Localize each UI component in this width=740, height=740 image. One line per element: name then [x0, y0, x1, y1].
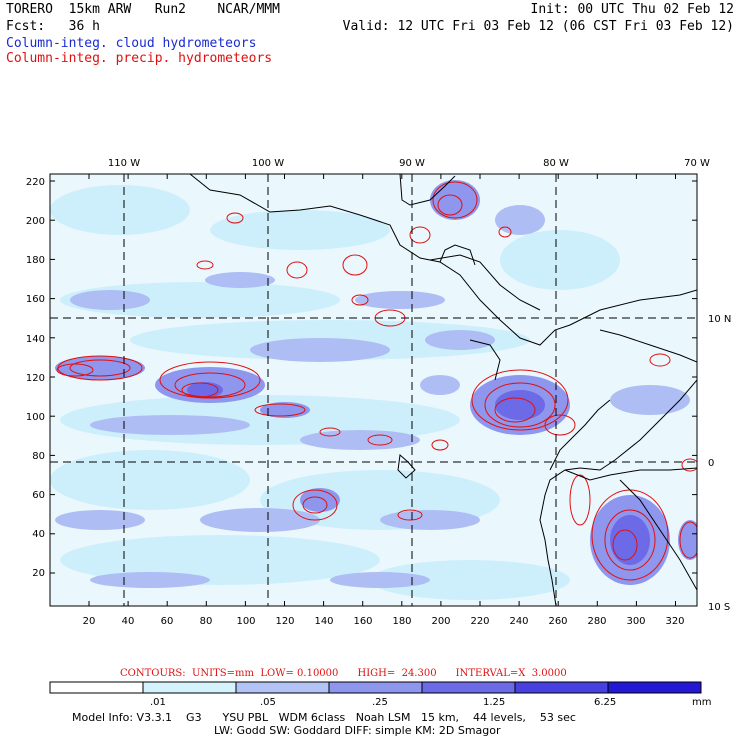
colorbar-swatch [607, 681, 702, 694]
y-tick-label: 160 [26, 294, 45, 305]
axis-ticks [50, 174, 697, 606]
colorbar-swatch [235, 681, 330, 694]
y-tick-label: 220 [26, 177, 45, 188]
left-axis-labels: 220 200 180 160 140 120 100 80 60 40 20 [26, 177, 45, 579]
field-precip-label: Column-integ. precip. hydrometeors [6, 51, 273, 66]
contour-high: HIGH= 24.300 [357, 668, 437, 679]
colorbar-swatch [142, 681, 237, 694]
cloud-field-medium [55, 205, 690, 588]
x-tick-label: 300 [626, 616, 645, 627]
field-cloud-label: Column-integ. cloud hydrometeors [6, 36, 257, 51]
y-tick-label: 200 [26, 216, 45, 227]
forecast-hour: Fcst: 36 h [6, 19, 100, 34]
x-tick-label: 220 [470, 616, 489, 627]
contour-low: LOW= 0.10000 [260, 668, 339, 679]
x-tick-label: 100 [236, 616, 255, 627]
x-tick-label: 120 [275, 616, 294, 627]
top-lon-labels: 110 W 100 W 90 W 80 W 70 W [108, 158, 710, 169]
x-tick-label: 40 [122, 616, 135, 627]
colorbar-swatch [49, 681, 144, 694]
colorbar-units: mm [692, 697, 712, 708]
y-tick-label: 100 [26, 412, 45, 423]
colorbar-swatch [421, 681, 516, 694]
x-tick-label: 80 [200, 616, 213, 627]
plot-frame [49, 173, 698, 607]
valid-time: Valid: 12 UTC Fri 03 Feb 12 (06 CST Fri … [342, 19, 734, 34]
y-tick-label: 20 [32, 568, 45, 579]
y-tick-label: 40 [32, 529, 45, 540]
lon-label: 90 W [399, 158, 425, 169]
y-tick-label: 140 [26, 334, 45, 345]
hydrometeor-fields [50, 174, 697, 606]
physics-info: LW: Godd SW: Goddard DIFF: simple KM: 2D… [214, 724, 501, 737]
y-tick-label: 180 [26, 255, 45, 266]
bottom-axis-labels: 20 40 60 80 100 120 140 160 180 200 220 … [83, 616, 685, 627]
contour-info: CONTOURS: UNITS=mm LOW= 0.10000 HIGH= 24… [120, 668, 567, 679]
y-tick-label: 120 [26, 373, 45, 384]
x-tick-label: 240 [509, 616, 528, 627]
x-tick-label: 260 [548, 616, 567, 627]
colorbar-label: .25 [372, 697, 388, 708]
x-tick-label: 320 [665, 616, 684, 627]
precip-contours [56, 181, 697, 581]
colorbar-swatch [328, 681, 423, 694]
lon-label: 80 W [543, 158, 569, 169]
y-tick-label: 60 [32, 490, 45, 501]
contour-interval: INTERVAL=X 3.0000 [455, 668, 567, 679]
x-tick-label: 160 [353, 616, 372, 627]
x-tick-label: 140 [314, 616, 333, 627]
x-tick-label: 180 [392, 616, 411, 627]
model-info: Model Info: V3.3.1 G3 YSU PBL WDM 6class… [72, 711, 576, 724]
colorbar [49, 681, 702, 694]
x-tick-label: 20 [83, 616, 96, 627]
colorbar-label: 6.25 [594, 697, 617, 708]
lat-label: 10 N [708, 314, 731, 325]
x-tick-label: 60 [161, 616, 174, 627]
init-time: Init: 00 UTC Thu 02 Feb 12 [530, 2, 735, 17]
lat-label: 0 [708, 458, 714, 469]
lat-label: 10 S [708, 602, 730, 613]
colorbar-label: 1.25 [483, 697, 506, 708]
latlon-grid [50, 174, 697, 606]
model-title: TORERO 15km ARW Run2 NCAR/MMM [6, 2, 280, 17]
right-lat-labels: 10 N 0 10 S [708, 314, 731, 613]
colorbar-label: .05 [260, 697, 276, 708]
colorbar-swatch [514, 681, 609, 694]
x-tick-label: 280 [587, 616, 606, 627]
cloud-field-core [187, 382, 650, 565]
y-tick-label: 80 [32, 451, 45, 462]
contour-units: CONTOURS: UNITS=mm [120, 668, 254, 679]
colorbar-label: .01 [150, 697, 166, 708]
lon-label: 70 W [684, 158, 710, 169]
x-tick-label: 200 [431, 616, 450, 627]
lon-label: 110 W [108, 158, 140, 169]
lon-label: 100 W [252, 158, 284, 169]
